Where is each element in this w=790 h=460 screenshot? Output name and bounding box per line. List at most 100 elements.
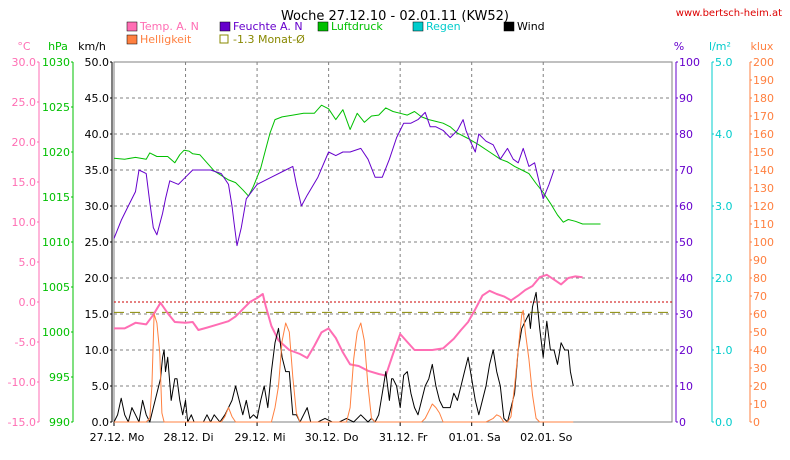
unit-temp: °C [17,40,31,53]
axis-tick-label-light: 190 [753,74,774,87]
axis-tick-label-rain: 0.0 [715,416,733,429]
axis-tick-label-wind: 10.0 [85,344,110,357]
axis-tick-label-wind: 20.0 [85,272,110,285]
axis-tick-label-temp: 15.0 [12,176,37,189]
axis-tick-label-light: 140 [753,164,774,177]
legend-swatch-light [126,34,138,45]
axis-tick-label-temp: 20.0 [12,136,37,149]
legend-swatch-monthavg [219,34,229,44]
axis-tick-label-humidity: 0 [679,416,686,429]
axis-tick-label-light: 40 [753,344,767,357]
x-tick-label: 31.12. Fr [379,431,428,444]
axis-tick-label-humidity: 50 [679,236,693,249]
axis-tick-label-light: 110 [753,218,774,231]
legend-label-pressure: Luftdruck [331,20,383,33]
legend-label-humidity: Feuchte A. N [233,20,303,33]
legend-label-wind: Wind [517,20,545,33]
axis-tick-label-humidity: 70 [679,164,693,177]
axis-tick-label-humidity: 30 [679,308,693,321]
axis-tick-label-wind: 50.0 [85,56,110,69]
unit-wind: km/h [78,40,106,53]
axis-tick-label-light: 60 [753,308,767,321]
axis-tick-label-pressure: 1030 [42,56,70,69]
axis-tick-label-wind: 5.0 [92,380,110,393]
axis-tick-label-rain: 5.0 [715,56,733,69]
legend: Temp. A. N Feuchte A. N Luftdruck Regen Wind… [126,20,545,46]
axis-tick-label-light: 90 [753,254,767,267]
series-line-1 [113,111,555,247]
axis-tick-label-temp: 30.0 [12,56,37,69]
legend-label-temp: Temp. A. N [139,20,199,33]
axis-tick-label-temp: -5.0 [15,336,36,349]
axis-tick-label-light: 0 [753,416,760,429]
x-tick-label: 27.12. Mo [90,431,145,444]
axis-tick-label-pressure: 1020 [42,146,70,159]
unit-light: klux [751,40,774,53]
axis-tick-label-light: 130 [753,182,774,195]
axis-tick-label-light: 70 [753,290,767,303]
axis-tick-label-light: 30 [753,362,767,375]
legend-label-rain: Regen [426,20,461,33]
reference-lines [114,301,672,313]
axis-tick-label-wind: 40.0 [85,128,110,141]
legend-swatch-temp [126,21,138,32]
axis-tick-label-light: 120 [753,200,774,213]
series-group [113,104,601,423]
axis-tick-label-rain: 3.0 [715,200,733,213]
axis-tick-label-wind: 15.0 [85,308,110,321]
axis-tick-label-light: 100 [753,236,774,249]
axis-tick-label-humidity: 40 [679,272,693,285]
axis-tick-label-humidity: 80 [679,128,693,141]
axis-tick-label-pressure: 1010 [42,236,70,249]
axis-tick-label-temp: -10.0 [8,376,36,389]
axis-tick-label-wind: 25.0 [85,236,110,249]
axis-tick-label-light: 160 [753,128,774,141]
axis-tick-label-rain: 4.0 [715,128,733,141]
axis-tick-label-wind: 35.0 [85,164,110,177]
axis-tick-label-pressure: 1025 [42,101,70,114]
axis-tick-label-light: 180 [753,92,774,105]
chart-title: Woche 27.12.10 - 02.01.11 (KW52) [281,9,509,24]
x-tick-label: 29.12. Mi [235,431,286,444]
website-link[interactable]: www.bertsch-heim.at [676,8,782,19]
x-tick-label: 30.12. Do [305,431,359,444]
axis-tick-label-light: 150 [753,146,774,159]
unit-humidity: % [674,40,684,53]
axis-tick-label-temp: 10.0 [12,216,37,229]
series-line-0 [113,104,601,225]
axis-tick-label-humidity: 60 [679,200,693,213]
axis-tick-label-temp: 5.0 [19,256,37,269]
axis-tick-label-temp: 25.0 [12,96,37,109]
axis-tick-label-pressure: 1005 [42,281,70,294]
grid [113,61,673,423]
legend-swatch-pressure [317,21,329,32]
axis-tick-label-pressure: 990 [49,416,70,429]
series-line-4 [114,309,574,423]
x-tick-label: 28.12. Di [164,431,214,444]
axis-tick-label-light: 50 [753,326,767,339]
axis-tick-label-wind: 30.0 [85,200,110,213]
unit-pressure: hPa [48,40,68,53]
axis-tick-label-light: 10 [753,398,767,411]
axis-tick-label-humidity: 90 [679,92,693,105]
axes: 27.12. Mo 28.12. Di 29.12. Mi 30.12. Do 31.1… [8,56,774,444]
axis-tick-label-wind: 0.0 [92,416,110,429]
axis-tick-label-light: 170 [753,110,774,123]
axis-tick-label-pressure: 995 [49,371,70,384]
axis-tick-label-light: 80 [753,272,767,285]
axis-tick-label-light: 200 [753,56,774,69]
axis-tick-label-temp: -15.0 [8,416,36,429]
x-tick-label: 02.01. So [520,431,572,444]
axis-tick-label-humidity: 20 [679,344,693,357]
series-line-2 [114,273,583,377]
axis-tick-label-humidity: 100 [679,56,700,69]
axis-tick-label-humidity: 10 [679,380,693,393]
axis-tick-label-light: 20 [753,380,767,393]
x-tick-label: 01.01. Sa [449,431,501,444]
unit-rain: l/m² [709,40,731,53]
legend-swatch-humidity [219,21,231,32]
axis-tick-label-wind: 45.0 [85,92,110,105]
legend-swatch-rain [412,21,424,32]
